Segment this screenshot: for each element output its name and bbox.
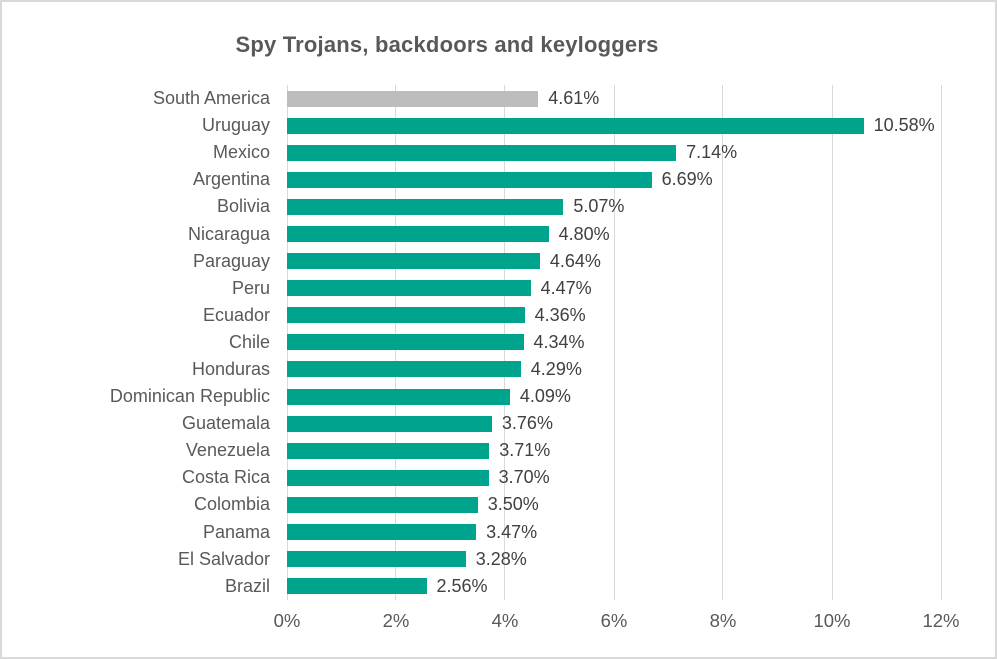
bar (287, 171, 652, 188)
value-label: 4.61% (548, 88, 600, 109)
bar-row: 4.29% (287, 356, 941, 383)
category-label: El Salvador (177, 548, 270, 569)
category-label: Uruguay (201, 115, 270, 136)
bar-row: 3.28% (287, 546, 941, 573)
bar (287, 496, 478, 513)
value-label: 4.64% (549, 250, 601, 271)
bar (287, 334, 524, 351)
category-label: Honduras (191, 358, 270, 379)
bar (287, 388, 510, 405)
category-label: Argentina (192, 169, 270, 190)
x-tick-label: 8% (709, 610, 737, 631)
bar (287, 524, 477, 541)
bar-row: 4.80% (287, 220, 941, 247)
bar-row: 3.71% (287, 437, 941, 464)
bar (287, 361, 521, 378)
bar-row: 7.14% (287, 139, 941, 166)
value-label: 4.34% (533, 331, 585, 352)
gridline (940, 85, 942, 600)
bar (287, 226, 549, 243)
category-label: Colombia (193, 494, 270, 515)
value-label: 3.28% (475, 548, 527, 569)
bar-row: 3.70% (287, 464, 941, 491)
bar (287, 144, 677, 161)
value-label: 3.76% (501, 413, 553, 434)
bar (287, 117, 864, 134)
x-tick-label: 10% (813, 610, 851, 631)
category-label: Dominican Republic (109, 386, 270, 407)
bar (287, 253, 540, 270)
value-label: 6.69% (661, 169, 713, 190)
bar (287, 415, 492, 432)
category-label: Nicaragua (187, 223, 270, 244)
bar (287, 307, 525, 324)
bar-row: 4.47% (287, 275, 941, 302)
bar-row: 3.50% (287, 491, 941, 518)
bar (287, 551, 466, 568)
bar (287, 280, 531, 297)
bar-row: 4.64% (287, 248, 941, 275)
category-label: South America (152, 88, 270, 109)
bar-row: 4.09% (287, 383, 941, 410)
x-tick-label: 12% (922, 610, 960, 631)
value-label: 4.47% (540, 277, 592, 298)
category-label: Costa Rica (181, 467, 270, 488)
bar (287, 90, 539, 107)
bar-row: 4.34% (287, 329, 941, 356)
bar-row: 5.07% (287, 193, 941, 220)
value-label: 2.56% (436, 575, 488, 596)
category-label: Guatemala (181, 413, 270, 434)
value-label: 3.70% (498, 467, 550, 488)
gridline (613, 85, 615, 600)
category-label: Mexico (212, 142, 270, 163)
bar (287, 469, 489, 486)
bar (287, 198, 564, 215)
gridline (831, 85, 833, 600)
value-label: 3.71% (499, 440, 551, 461)
chart-body: South America Uruguay Mexico Argentina Boliv… (2, 85, 960, 631)
bar-row: 3.47% (287, 519, 941, 546)
x-tick-label: 0% (273, 610, 301, 631)
value-label: 7.14% (686, 142, 738, 163)
category-label: Brazil (224, 575, 270, 596)
category-label: Chile (228, 331, 270, 352)
bar-row: 2.56% (287, 573, 941, 600)
category-label: Venezuela (185, 440, 270, 461)
category-label: Peru (231, 277, 270, 298)
x-tick-label: 2% (382, 610, 410, 631)
value-label: 4.09% (519, 386, 571, 407)
chart-title: Spy Trojans, backdoors and keyloggers (235, 32, 659, 57)
category-label: Bolivia (216, 196, 270, 217)
x-tick-label: 4% (491, 610, 519, 631)
bar-row: 3.76% (287, 410, 941, 437)
gridline (722, 85, 724, 600)
bar-row: 4.36% (287, 302, 941, 329)
value-label: 3.50% (487, 494, 539, 515)
bar (287, 442, 490, 459)
bar-row: 6.69% (287, 166, 941, 193)
plot-area: 0% 2% 4% 6% 8% 10% 12% 4.61% 10.58% 7.14% 6.69% 5.0… (274, 85, 960, 631)
bar-row: 4.61% (287, 85, 941, 112)
bar-row: 10.58% (287, 112, 941, 139)
category-label: Ecuador (202, 304, 270, 325)
value-label: 4.80% (558, 223, 610, 244)
category-label: Panama (202, 521, 270, 542)
x-tick-label: 6% (600, 610, 628, 631)
bar (287, 578, 427, 595)
value-label: 4.29% (530, 358, 582, 379)
value-label: 5.07% (573, 196, 625, 217)
category-label: Paraguay (192, 250, 270, 271)
value-label: 4.36% (534, 304, 586, 325)
value-label: 10.58% (873, 115, 935, 136)
value-label: 3.47% (486, 521, 538, 542)
labels-column: South America Uruguay Mexico Argentina Boliv… (2, 85, 287, 600)
